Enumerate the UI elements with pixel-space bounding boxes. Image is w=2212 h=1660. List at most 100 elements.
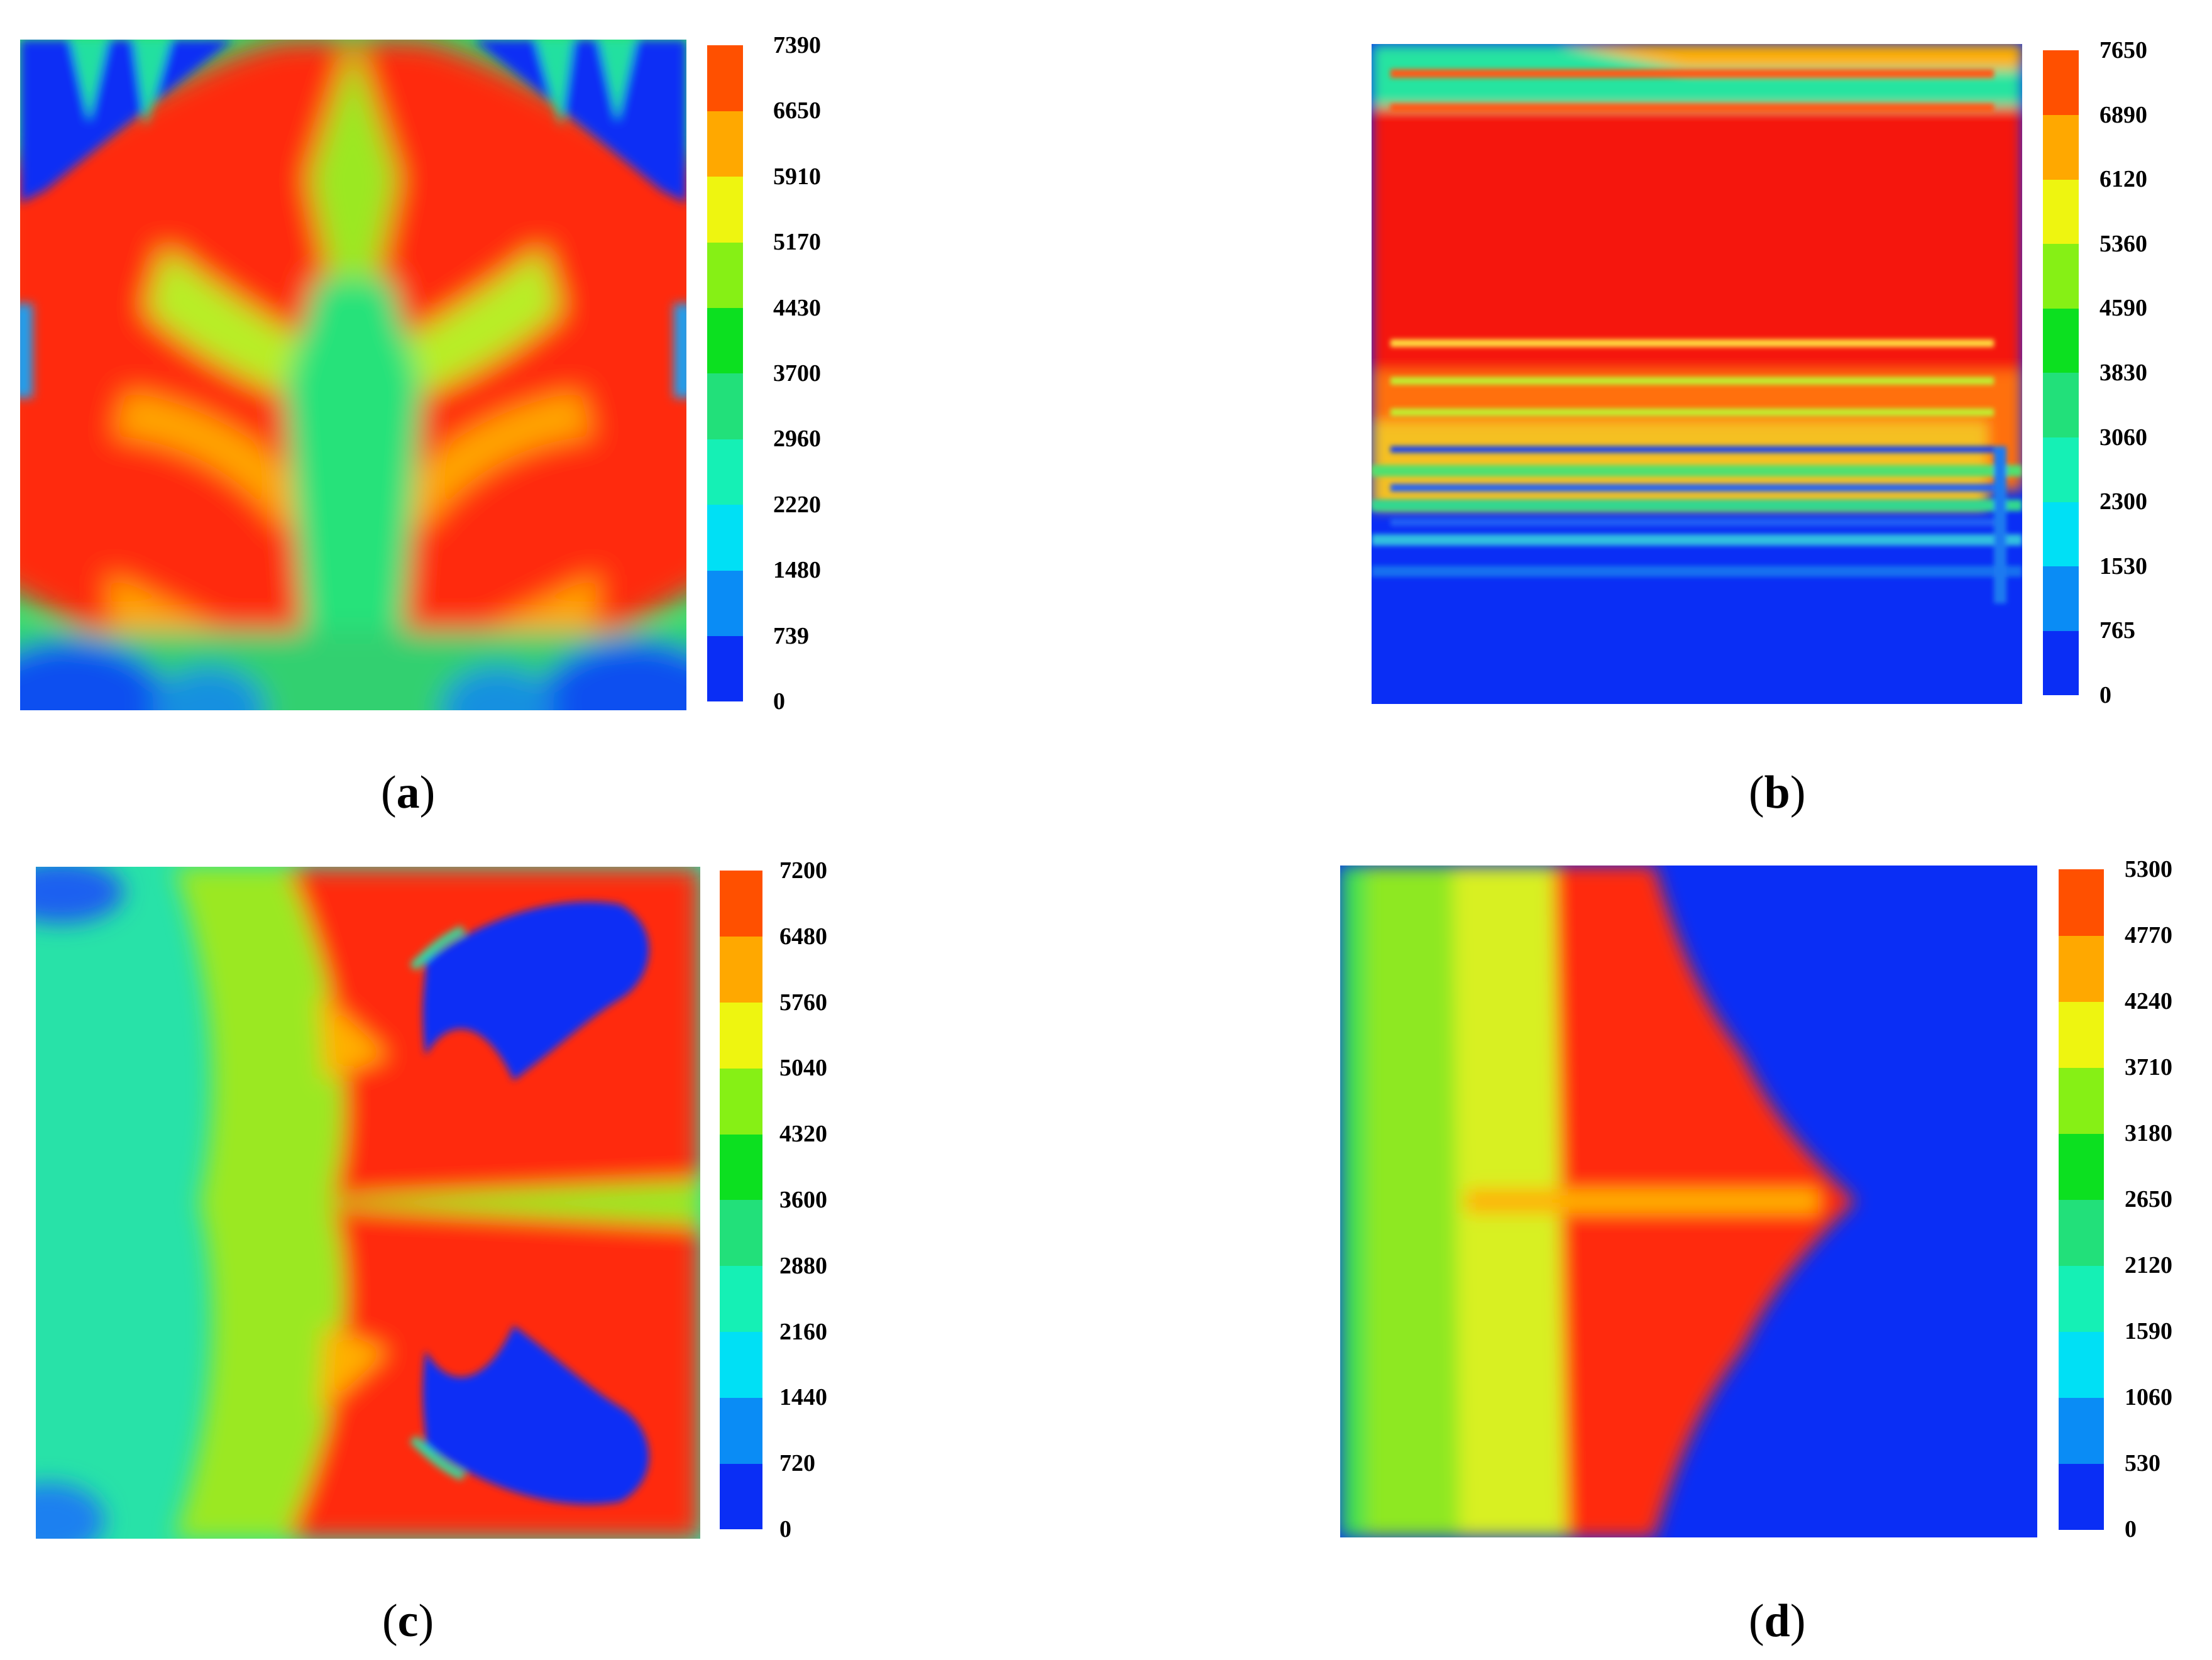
colorbar-segment	[720, 1265, 762, 1333]
colorbar-tick-label: 3700	[773, 360, 821, 387]
colorbar-segment	[720, 871, 762, 937]
caption-b: (b)	[1749, 767, 1806, 818]
colorbar-segment	[2043, 373, 2079, 438]
colorbar-tick-label: 4430	[773, 294, 821, 321]
colorbar-segment	[2059, 1463, 2104, 1530]
caption-letter: d	[1764, 1595, 1790, 1647]
colorbar-segment	[707, 504, 743, 571]
colorbar-segment	[707, 439, 743, 505]
heatmap-d	[1340, 866, 2037, 1537]
colorbar-segment	[720, 1463, 762, 1530]
colorbar-tick-label: 5910	[773, 163, 821, 190]
colorbar-tick-label: 5760	[779, 989, 827, 1016]
colorbar-segment	[2043, 114, 2079, 180]
colorbar-segment	[2059, 1001, 2104, 1068]
colorbar-segment	[2043, 50, 2079, 116]
colorbar-tick-label: 4590	[2099, 295, 2147, 322]
colorbar-segment	[2059, 1331, 2104, 1398]
colorbar-tick-label: 4770	[2125, 922, 2172, 948]
colorbar-tick-label: 5360	[2099, 230, 2147, 257]
colorbar-tick-label: 1060	[2125, 1384, 2172, 1410]
colorbar-b	[2043, 50, 2079, 696]
colorbar-tick-label: 7200	[779, 857, 827, 884]
colorbar-tick-label: 2220	[773, 491, 821, 518]
colorbar-tick-label: 2300	[2099, 488, 2147, 515]
colorbar-tick-label: 0	[779, 1516, 791, 1542]
colorbar-segment	[2043, 243, 2079, 309]
heatmap-b	[1372, 44, 2022, 704]
colorbar-tick-label: 3600	[779, 1187, 827, 1213]
colorbar-segment	[720, 1002, 762, 1069]
caption-c: (c)	[382, 1595, 434, 1647]
colorbar-tick-label: 6650	[773, 97, 821, 124]
colorbar-tick-label: 5300	[2125, 856, 2172, 882]
colorbar-tick-label: 4240	[2125, 988, 2172, 1014]
colorbar-segment	[2043, 502, 2079, 567]
colorbar-segment	[2043, 308, 2079, 373]
colorbar-tick-label: 5170	[773, 229, 821, 256]
colorbar-tick-label: 3710	[2125, 1054, 2172, 1080]
colorbar-tick-label: 6120	[2099, 166, 2147, 193]
colorbar-tick-label: 765	[2099, 617, 2135, 644]
colorbar-tick-label: 4320	[779, 1121, 827, 1148]
colorbar-tick-label: 739	[773, 622, 809, 649]
colorbar-segment	[2043, 437, 2079, 502]
colorbar-segment	[720, 1331, 762, 1398]
colorbar-tick-label: 1530	[2099, 552, 2147, 580]
colorbar-segment	[720, 1397, 762, 1464]
colorbar-c	[720, 871, 762, 1530]
colorbar-segment	[707, 307, 743, 374]
caption-a: (a)	[381, 767, 436, 818]
colorbar-tick-label: 6480	[779, 923, 827, 950]
colorbar-segment	[2059, 869, 2104, 936]
caption-letter: a	[396, 767, 420, 818]
colorbar-tick-label: 0	[2099, 682, 2111, 708]
colorbar-tick-label: 720	[779, 1450, 815, 1477]
colorbar-segment	[2059, 1133, 2104, 1200]
colorbar-tick-label: 7390	[773, 32, 821, 58]
caption-letter: c	[397, 1595, 419, 1647]
colorbar-tick-label: 2650	[2125, 1186, 2172, 1212]
colorbar-tick-label: 0	[2125, 1516, 2137, 1542]
colorbar-segment	[707, 242, 743, 309]
colorbar-tick-label: 530	[2125, 1450, 2160, 1476]
colorbar-tick-label: 2880	[779, 1252, 827, 1279]
colorbar-segment	[707, 635, 743, 702]
colorbar-tick-label: 1480	[773, 557, 821, 584]
colorbar-segment	[2059, 1067, 2104, 1134]
colorbar-tick-label: 6890	[2099, 101, 2147, 128]
colorbar-d	[2059, 869, 2104, 1530]
colorbar-segment	[707, 176, 743, 243]
colorbar-segment	[707, 570, 743, 637]
colorbar-tick-label: 2960	[773, 426, 821, 453]
colorbar-tick-label: 3830	[2099, 360, 2147, 386]
colorbar-tick-label: 5040	[779, 1055, 827, 1082]
colorbar-segment	[707, 373, 743, 439]
colorbar-tick-label: 2120	[2125, 1252, 2172, 1278]
colorbar-segment	[2043, 179, 2079, 245]
colorbar-tick-label: 0	[773, 688, 785, 715]
colorbar-segment	[2043, 566, 2079, 631]
colorbar-segment	[707, 45, 743, 111]
colorbar-tick-label: 3180	[2125, 1120, 2172, 1146]
colorbar-segment	[707, 111, 743, 177]
colorbar-tick-label: 7650	[2099, 37, 2147, 63]
heatmap-c	[36, 867, 700, 1539]
colorbar-segment	[2059, 1265, 2104, 1332]
colorbar-segment	[2059, 935, 2104, 1002]
colorbar-segment	[2059, 1397, 2104, 1464]
colorbar-a	[707, 45, 743, 702]
colorbar-tick-label: 2160	[779, 1318, 827, 1345]
caption-d: (d)	[1749, 1595, 1806, 1647]
colorbar-segment	[720, 1200, 762, 1267]
colorbar-tick-label: 1440	[779, 1384, 827, 1411]
caption-letter: b	[1764, 767, 1790, 818]
colorbar-segment	[720, 1134, 762, 1201]
heatmap-a	[20, 40, 686, 710]
colorbar-segment	[2059, 1199, 2104, 1266]
colorbar-segment	[720, 1068, 762, 1135]
colorbar-segment	[2043, 630, 2079, 696]
colorbar-tick-label: 1590	[2125, 1318, 2172, 1344]
colorbar-segment	[720, 936, 762, 1003]
colorbar-tick-label: 3060	[2099, 424, 2147, 451]
